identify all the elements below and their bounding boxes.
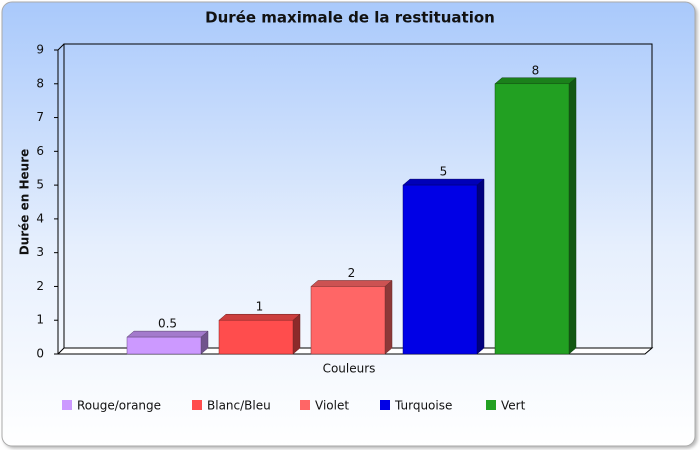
bar-front — [126, 336, 202, 355]
y-tick-label: 5 — [36, 178, 44, 192]
legend-swatch — [192, 400, 202, 410]
axis-edge — [57, 43, 65, 51]
bar — [494, 77, 577, 355]
bar-front — [310, 286, 386, 355]
data-label: 0.5 — [158, 317, 177, 331]
legend-label: Violet — [315, 399, 349, 413]
bar-side — [476, 178, 485, 355]
bar — [402, 178, 485, 355]
y-axis-title: Durée en Heure — [18, 149, 32, 256]
y-tick-label: 9 — [36, 43, 44, 57]
panel — [1, 1, 696, 447]
bar-top — [402, 178, 485, 186]
bar-front — [494, 83, 570, 355]
bar-top — [310, 280, 393, 287]
bar — [126, 330, 209, 355]
legend-label: Vert — [501, 399, 526, 413]
y-tick-label: 7 — [36, 110, 44, 124]
data-label: 1 — [256, 300, 264, 314]
bar-side — [384, 279, 393, 355]
bar-front — [218, 319, 294, 355]
legend-swatch — [486, 400, 496, 410]
legend-swatch — [300, 400, 310, 410]
x-axis-title: Couleurs — [323, 362, 376, 376]
data-label: 5 — [440, 165, 448, 179]
y-tick-label: 2 — [36, 279, 44, 293]
y-tick-label: 0 — [36, 347, 44, 361]
bar — [310, 279, 393, 355]
bar-top — [494, 77, 577, 85]
bar — [218, 313, 301, 355]
bar-top — [218, 313, 301, 321]
data-label: 2 — [348, 266, 356, 280]
y-tick-label: 8 — [36, 76, 44, 90]
legend-swatch — [62, 400, 72, 410]
bar-side — [568, 77, 577, 355]
chart-title: Durée maximale de la restituation — [205, 9, 495, 27]
bar-side — [292, 313, 301, 355]
back-wall — [63, 43, 653, 348]
bar-front — [402, 184, 478, 355]
y-tick-label: 4 — [36, 211, 44, 225]
data-label: 8 — [532, 63, 540, 77]
legend-label: Turquoise — [394, 399, 452, 413]
y-tick-label: 3 — [36, 245, 44, 259]
bar-top — [126, 330, 209, 338]
y-tick-label: 6 — [36, 144, 44, 158]
legend-label: Blanc/Bleu — [207, 399, 271, 413]
legend-label: Rouge/orange — [77, 399, 161, 413]
legend-swatch — [380, 400, 390, 410]
y-tick-label: 1 — [36, 313, 44, 327]
